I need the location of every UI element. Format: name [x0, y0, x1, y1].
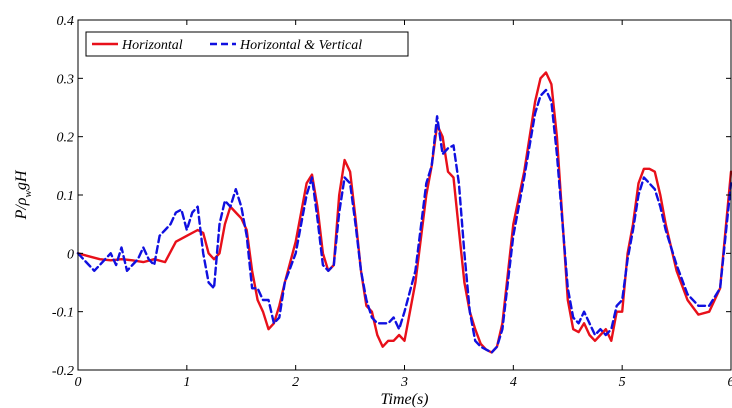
x-tick-label-0: 0: [75, 375, 82, 390]
y-tick-label-3: 0.1: [57, 189, 75, 204]
y-axis-title-tail: gH: [13, 169, 30, 190]
legend: Horizontal Horizontal & Vertical: [85, 31, 409, 57]
axis-ticks: [77, 19, 732, 371]
plot-frame: [77, 19, 732, 371]
x-tick-label-2: 2: [292, 375, 299, 390]
y-tick-label-6: 0.4: [57, 14, 75, 29]
x-tick-label-1: 1: [183, 375, 190, 390]
x-tick-label-4: 4: [510, 375, 517, 390]
y-axis-title: P/ρwgH: [13, 169, 34, 220]
series-line-horizontal-vertical: [76, 88, 732, 354]
x-axis-title: Time(s): [381, 391, 429, 408]
y-tick-label-2: 0: [67, 247, 74, 262]
y-tick-label-4: 0.2: [57, 131, 75, 146]
x-tick-label-5: 5: [619, 375, 626, 390]
y-axis-title-subscript: w: [22, 190, 34, 198]
y-tick-label-1: -0.1: [52, 306, 74, 321]
y-tick-label-0: -0.2: [52, 364, 74, 379]
y-tick-label-5: 0.3: [57, 72, 75, 87]
legend-box: [85, 31, 409, 57]
axis-tick-labels: 0 1 2 3 4 5 6 -0.2 -0.1 0 0.1 0.2 0.3 0.4: [52, 14, 732, 390]
plot-area: [76, 71, 732, 354]
legend-label-horizontal: Horizontal: [121, 38, 183, 53]
x-tick-label-6: 6: [728, 375, 732, 390]
series-line-horizontal: [76, 71, 732, 354]
legend-label-horizontal-vertical: Horizontal & Vertical: [239, 38, 362, 53]
x-tick-label-3: 3: [400, 375, 408, 390]
y-axis-title-base: P/ρ: [13, 197, 30, 220]
